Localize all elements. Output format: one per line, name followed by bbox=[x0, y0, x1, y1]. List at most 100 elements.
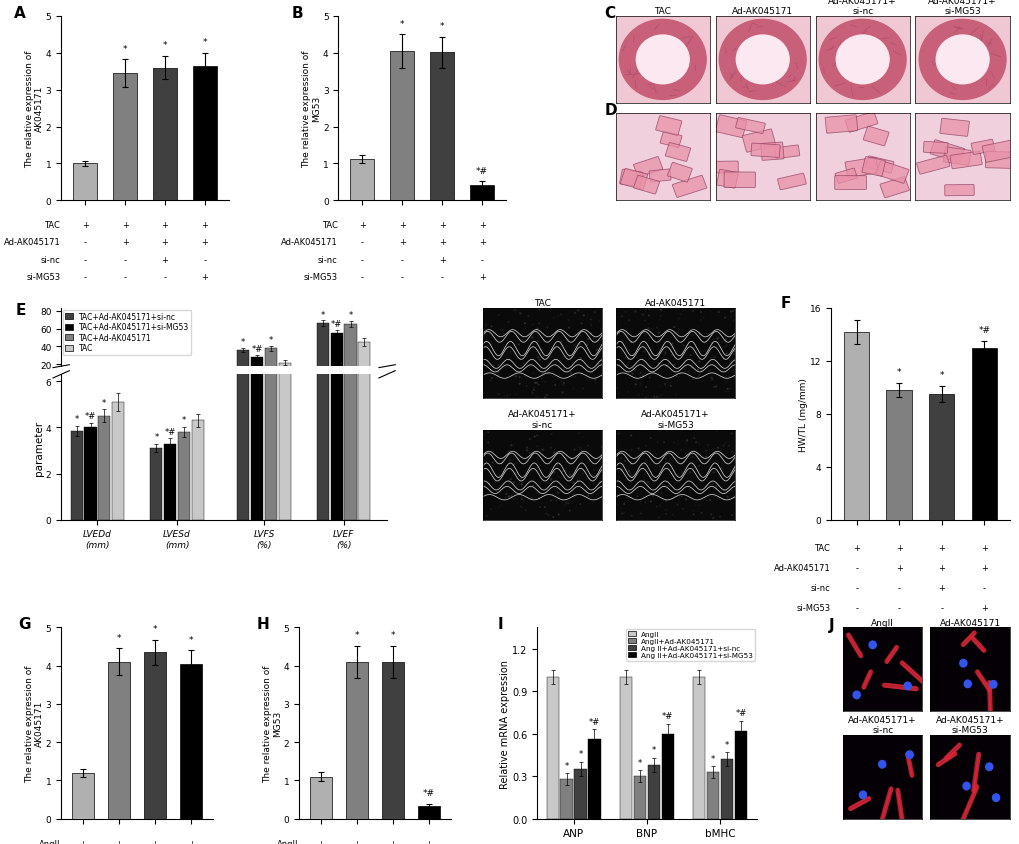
Text: TAC: TAC bbox=[321, 220, 337, 230]
Point bbox=[720, 440, 737, 453]
Circle shape bbox=[991, 794, 999, 802]
Point bbox=[582, 313, 598, 327]
Point bbox=[632, 507, 648, 521]
Point bbox=[554, 387, 571, 400]
Text: -: - bbox=[480, 256, 483, 264]
Point bbox=[526, 484, 542, 498]
Point bbox=[684, 305, 700, 318]
Bar bbox=[113, 74, 137, 201]
Text: I: I bbox=[497, 616, 502, 631]
Point bbox=[667, 370, 684, 383]
Point bbox=[615, 506, 632, 520]
Point bbox=[715, 353, 732, 366]
Circle shape bbox=[905, 751, 912, 759]
Point bbox=[530, 335, 546, 349]
Text: *#: *# bbox=[661, 711, 673, 720]
Text: +: + bbox=[202, 238, 208, 247]
Point bbox=[686, 367, 702, 381]
Point bbox=[531, 317, 547, 331]
Point bbox=[542, 494, 558, 507]
Point bbox=[610, 459, 627, 473]
Circle shape bbox=[984, 763, 991, 771]
Point bbox=[549, 486, 566, 500]
Point bbox=[714, 439, 731, 452]
Point bbox=[552, 308, 569, 322]
Text: +: + bbox=[115, 839, 122, 844]
FancyBboxPatch shape bbox=[633, 157, 662, 178]
Point bbox=[637, 381, 653, 394]
Text: *: * bbox=[355, 630, 359, 639]
Point bbox=[658, 360, 675, 373]
Point bbox=[529, 461, 545, 474]
Point bbox=[525, 381, 541, 394]
Point bbox=[480, 449, 496, 463]
Point bbox=[539, 322, 555, 335]
Bar bbox=[153, 68, 177, 201]
Point bbox=[557, 464, 574, 478]
Text: *: * bbox=[896, 368, 901, 376]
Point bbox=[657, 495, 674, 508]
Point bbox=[525, 384, 541, 398]
FancyBboxPatch shape bbox=[984, 152, 1012, 169]
Text: +: + bbox=[82, 220, 89, 230]
Point bbox=[637, 501, 653, 515]
Text: +: + bbox=[152, 839, 158, 844]
Point bbox=[554, 446, 571, 460]
Point bbox=[566, 489, 582, 502]
Point bbox=[640, 303, 656, 316]
Point bbox=[642, 495, 658, 508]
Circle shape bbox=[818, 20, 905, 100]
Point bbox=[668, 499, 685, 512]
Y-axis label: The relative expression of
MG53: The relative expression of MG53 bbox=[302, 51, 321, 168]
Point bbox=[567, 327, 583, 341]
Text: AngII: AngII bbox=[39, 839, 60, 844]
Point bbox=[688, 436, 704, 449]
Point bbox=[663, 509, 680, 522]
Point bbox=[530, 378, 546, 392]
Point bbox=[483, 320, 499, 333]
Point bbox=[559, 472, 576, 485]
Point bbox=[544, 511, 560, 524]
Point bbox=[690, 435, 706, 448]
Title: Ad-AK045171+
si-MG53: Ad-AK045171+ si-MG53 bbox=[927, 0, 996, 16]
Point bbox=[573, 463, 589, 476]
Bar bbox=[265, 0, 276, 520]
Point bbox=[693, 506, 709, 520]
Text: +: + bbox=[359, 220, 366, 230]
Point bbox=[567, 306, 583, 320]
Point bbox=[518, 380, 534, 393]
Bar bbox=[430, 53, 453, 201]
Text: +: + bbox=[852, 543, 859, 552]
Bar bbox=[647, 765, 659, 819]
Title: TAC: TAC bbox=[653, 7, 671, 16]
FancyBboxPatch shape bbox=[938, 119, 968, 138]
Point bbox=[705, 466, 721, 479]
Bar bbox=[330, 333, 342, 383]
Point bbox=[484, 456, 500, 469]
FancyBboxPatch shape bbox=[648, 170, 671, 183]
Text: +: + bbox=[478, 273, 485, 282]
Point bbox=[637, 496, 653, 510]
Point bbox=[658, 448, 675, 462]
Point bbox=[521, 464, 537, 478]
Point bbox=[529, 322, 545, 336]
Point bbox=[489, 365, 505, 379]
Point bbox=[649, 349, 665, 363]
Point bbox=[659, 479, 676, 493]
Point bbox=[496, 390, 513, 403]
Point bbox=[492, 499, 508, 512]
Point bbox=[707, 381, 723, 394]
Text: *: * bbox=[116, 633, 121, 642]
Point bbox=[721, 382, 738, 396]
Circle shape bbox=[918, 20, 1005, 100]
Point bbox=[585, 478, 601, 491]
Point bbox=[545, 446, 561, 460]
Point bbox=[698, 495, 714, 508]
Bar bbox=[843, 333, 868, 520]
Bar bbox=[344, 325, 357, 383]
Point bbox=[619, 329, 635, 343]
Text: *: * bbox=[651, 745, 655, 755]
Bar bbox=[720, 760, 733, 819]
Point bbox=[483, 364, 499, 377]
Text: *#: *# bbox=[164, 427, 175, 436]
